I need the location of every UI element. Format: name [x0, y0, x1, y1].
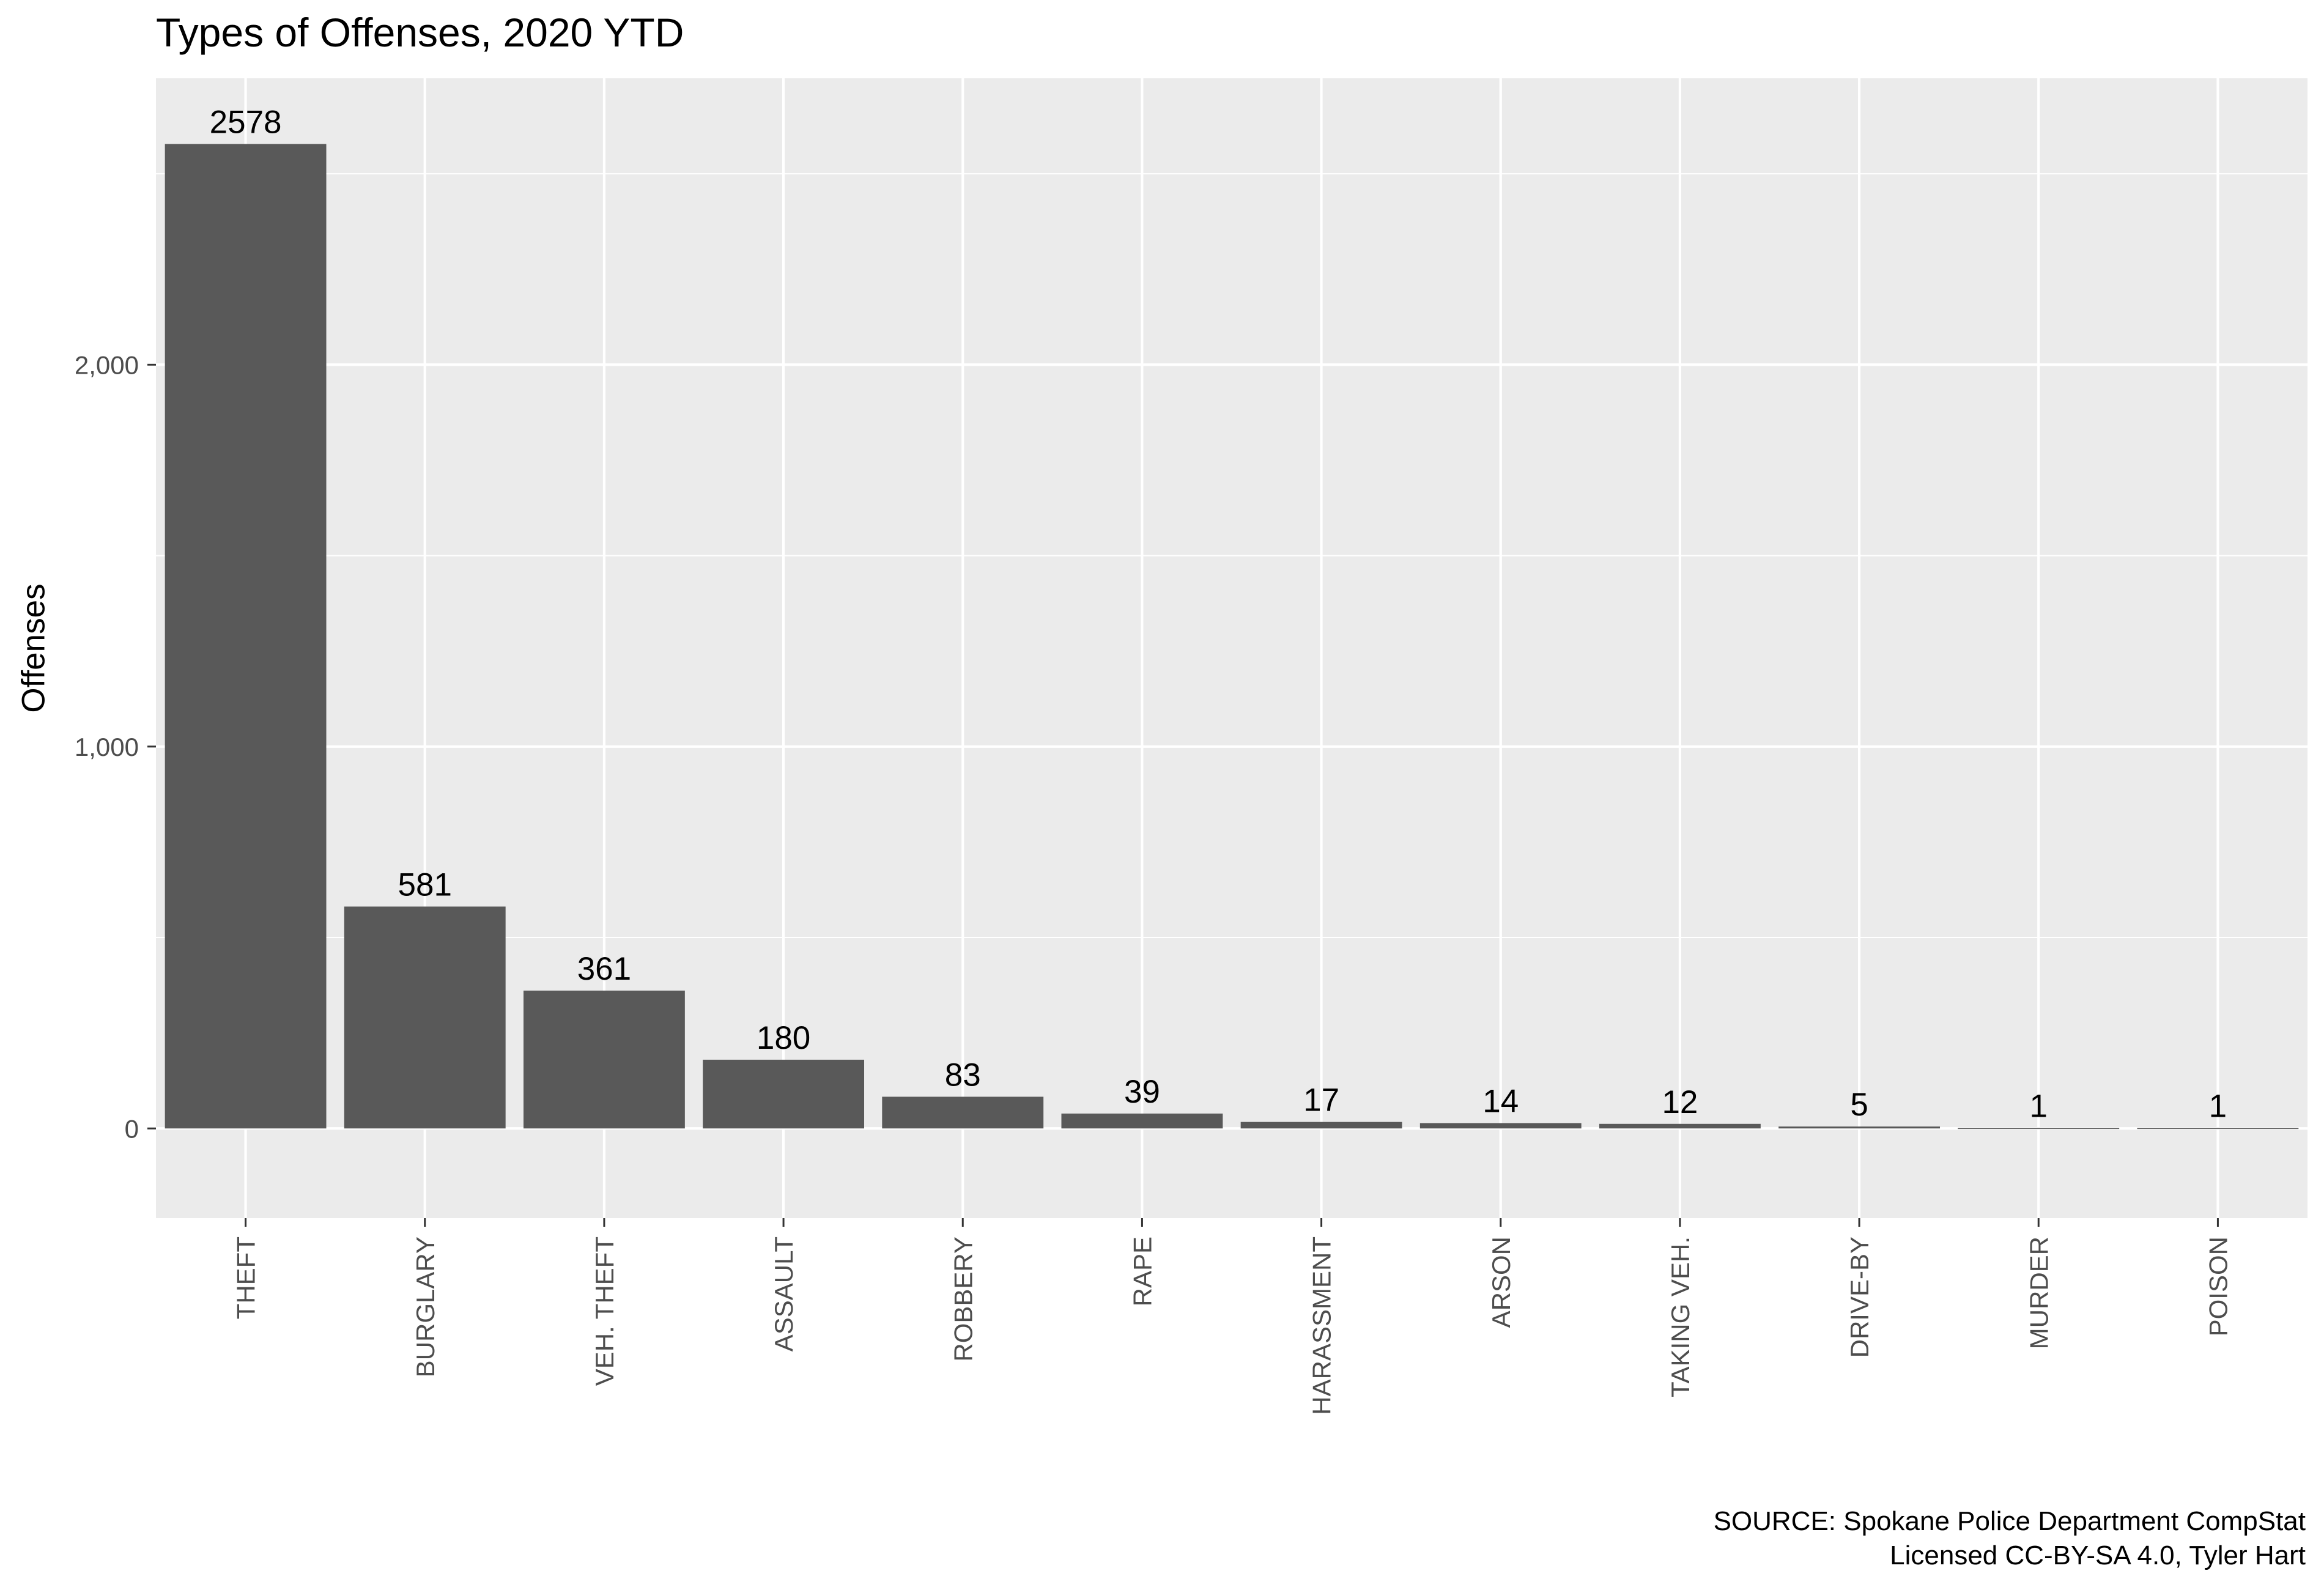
bar [1958, 1128, 2120, 1130]
bar [1599, 1123, 1761, 1129]
data-label: 180 [757, 1020, 810, 1056]
x-tick-label: POISON [2204, 1237, 2232, 1336]
y-tick-label: 2,000 [75, 350, 139, 379]
data-label: 2578 [210, 104, 282, 140]
data-label: 83 [945, 1057, 981, 1093]
bar [1778, 1126, 1941, 1129]
chart-title: Types of Offenses, 2020 YTD [156, 10, 684, 55]
source-caption: SOURCE: Spokane Police Department CompSt… [1713, 1506, 2306, 1536]
data-label: 12 [1662, 1084, 1698, 1120]
x-tick-label: ARSON [1487, 1237, 1515, 1328]
x-tick-label: DRIVE-BY [1845, 1237, 1874, 1358]
data-label: 581 [398, 867, 452, 903]
x-tick-label: HARASSMENT [1308, 1237, 1336, 1415]
y-tick-label: 0 [125, 1114, 139, 1143]
x-tick-label: ROBBERY [949, 1237, 977, 1362]
bar [344, 906, 506, 1129]
data-label: 361 [577, 951, 631, 987]
bar [2137, 1128, 2299, 1130]
bar [1240, 1122, 1402, 1129]
data-label: 1 [2209, 1089, 2227, 1125]
data-label: 14 [1482, 1084, 1519, 1120]
x-tick-label: ASSAULT [769, 1237, 798, 1352]
x-tick-label: TAKING VEH. [1666, 1237, 1695, 1397]
data-label: 1 [2030, 1089, 2048, 1125]
x-tick-label: MURDER [2024, 1237, 2053, 1349]
plot-panel [156, 78, 2307, 1218]
data-label: 39 [1124, 1074, 1160, 1110]
bar [1419, 1123, 1582, 1129]
bar [165, 144, 327, 1129]
data-label: 17 [1303, 1082, 1339, 1119]
bar [1061, 1113, 1223, 1129]
x-tick-label: RAPE [1128, 1237, 1156, 1306]
x-tick-label: VEH. THEFT [590, 1237, 619, 1386]
x-tick-label: THEFT [232, 1237, 261, 1319]
license-caption: Licensed CC-BY-SA 4.0, Tyler Hart [1890, 1540, 2306, 1570]
data-label: 5 [1850, 1087, 1868, 1123]
bar [523, 990, 685, 1129]
y-axis-label: Offenses [15, 583, 52, 713]
y-tick-label: 1,000 [75, 733, 139, 761]
x-tick-label: BURGLARY [411, 1237, 440, 1377]
bar [703, 1059, 865, 1129]
bar [882, 1096, 1044, 1129]
